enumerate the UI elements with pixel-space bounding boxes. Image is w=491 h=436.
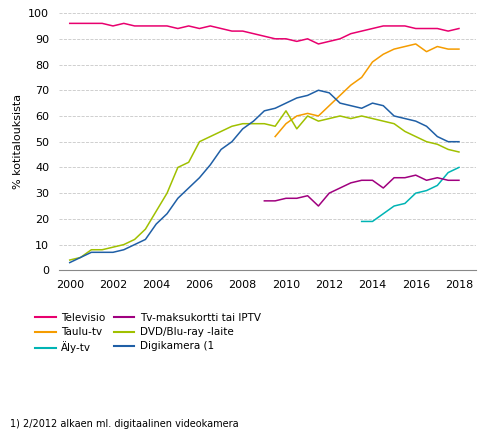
Legend: Televisio, Taulu-tv, Äly-tv, Tv-maksukortti tai IPTV, DVD/Blu-ray -laite, Digika: Televisio, Taulu-tv, Äly-tv, Tv-maksukor… xyxy=(31,309,265,358)
Text: 1) 2/2012 alkaen ml. digitaalinen videokamera: 1) 2/2012 alkaen ml. digitaalinen videok… xyxy=(10,419,239,429)
Y-axis label: % kotitalouksista: % kotitalouksista xyxy=(13,94,23,189)
